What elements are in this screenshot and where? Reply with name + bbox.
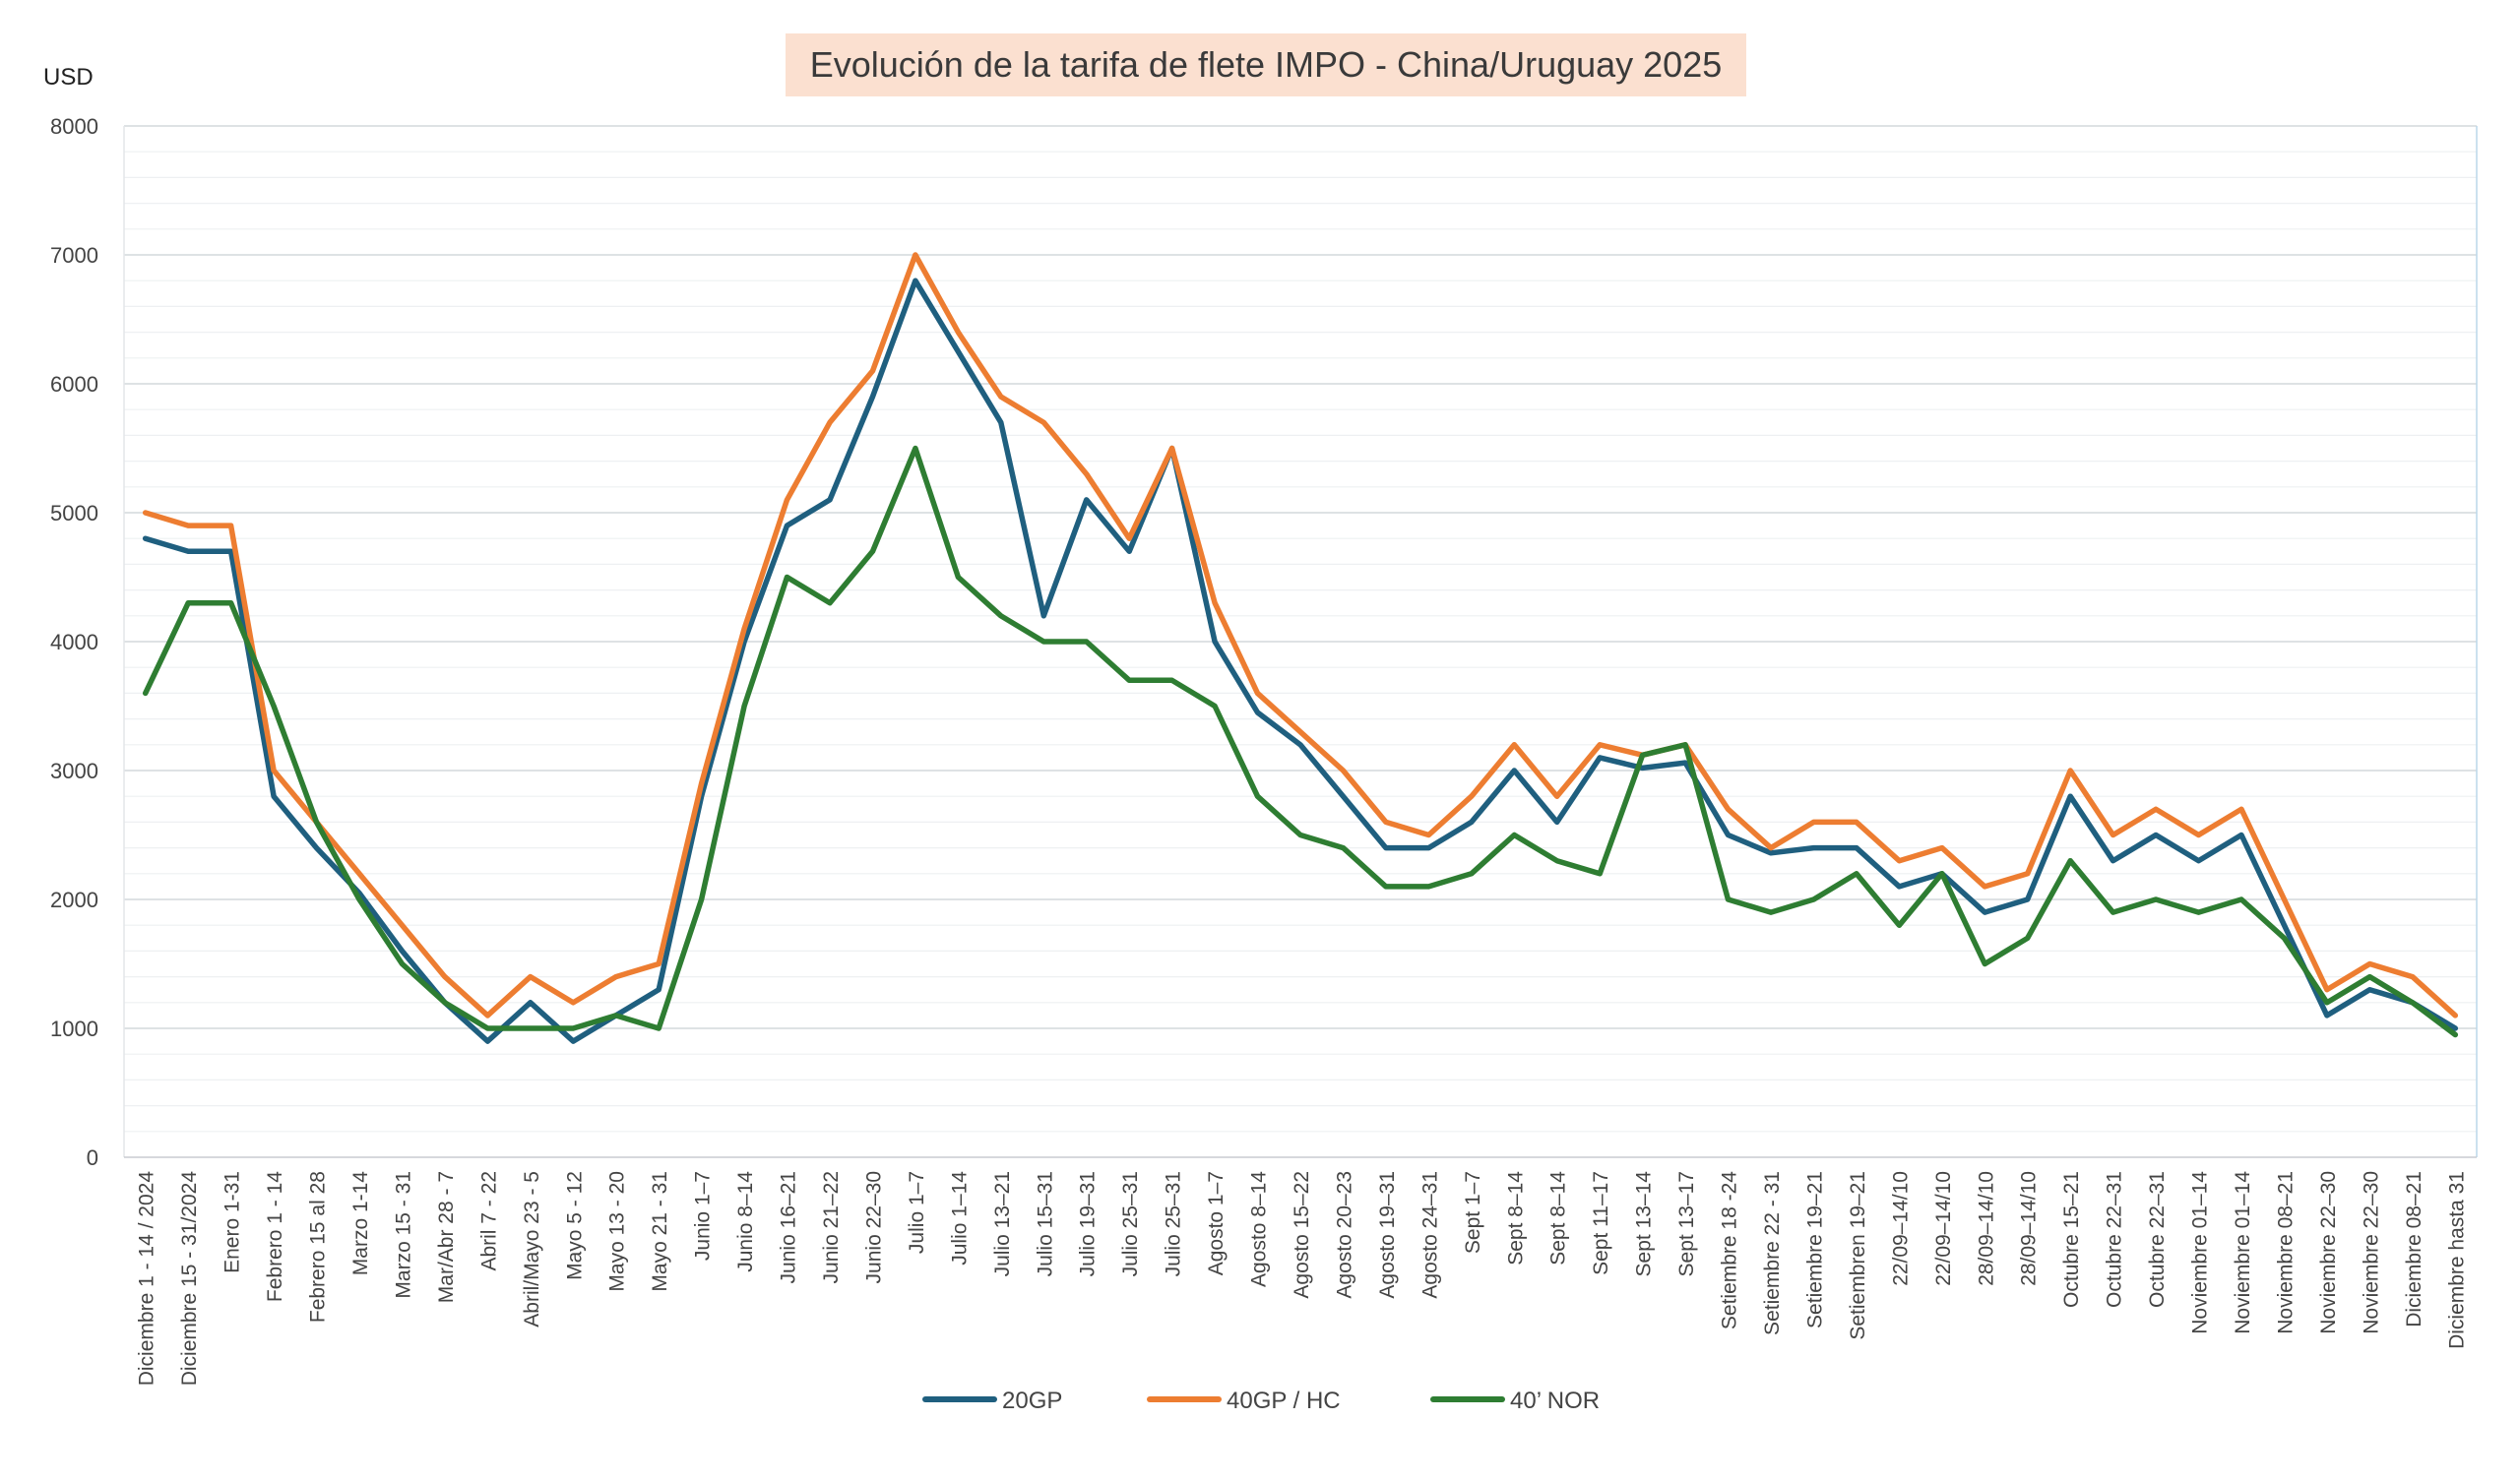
x-tick-label: Julio 1–14 [948,1171,971,1266]
x-tick-label: Junio 16–21 [778,1171,800,1283]
x-tick-label: Abril/Mayo 23 - 5 [521,1171,543,1328]
x-tick-label: Sept 8–14 [1504,1171,1527,1266]
x-tick-label: Agosto 8–14 [1248,1171,1271,1287]
x-tick-label: Febrero 1 - 14 [264,1171,286,1302]
x-tick-label: Agosto 24–31 [1418,1171,1441,1299]
x-tick-label: Julio 13–21 [991,1171,1014,1276]
x-tick-label: Octubre 22–31 [2104,1171,2126,1308]
x-tick-label: Julio 19–31 [1077,1171,1100,1276]
x-tick-label: Sept 13–17 [1675,1171,1698,1276]
x-tick-label: Julio 15–31 [1034,1171,1056,1276]
x-tick-label: Noviembre 22–30 [2317,1171,2340,1334]
x-tick-label: Sept 11–17 [1590,1171,1612,1275]
title-text: Evolución de la tarifa de flete IMPO - C… [810,44,1723,85]
x-tick-label: Junio 21–22 [820,1171,843,1283]
x-tick-label: Mar/Abr 28 - 7 [435,1171,458,1303]
x-tick-label: Octubre 22–31 [2146,1171,2169,1308]
x-tick-label: Febrero 15 al 28 [307,1171,330,1323]
y-tick-label: 1000 [50,1017,98,1041]
x-tick-label: 22/09–14/10 [1889,1171,1912,1286]
x-tick-label: Mayo 13 - 20 [606,1171,629,1292]
x-tick-label: Diciembre 15 - 31/2024 [178,1171,201,1387]
y-tick-label: 4000 [50,630,98,654]
x-tick-label: Sept 13–14 [1633,1171,1656,1277]
x-tick-label: 22/09–14/10 [1932,1171,1955,1286]
x-tick-label: Octubre 15–21 [2060,1171,2083,1308]
x-tick-label: Setiembre 19–21 [1803,1171,1826,1328]
x-tick-label: Diciembre hasta 31 [2445,1171,2468,1349]
x-tick-label: Setiembre 18 -24 [1719,1171,1741,1329]
x-tick-label: Agosto 1–7 [1205,1171,1228,1275]
x-tick-label: Noviembre 01–14 [2232,1171,2254,1334]
x-tick-label: Noviembre 22–30 [2360,1171,2382,1334]
y-tick-label: 6000 [50,372,98,397]
x-tick-label: 28/09–14/10 [2018,1171,2041,1286]
x-tick-label: Mayo 21 - 31 [649,1171,671,1292]
legend-label: 40GP / HC [1227,1388,1341,1414]
x-tick-label: Marzo 1-14 [349,1171,372,1276]
x-tick-label: Julio 25–31 [1163,1171,1185,1276]
legend-label: 40’ NOR [1510,1388,1600,1414]
y-tick-label: 7000 [50,243,98,268]
x-tick-label: Sept 1–7 [1462,1171,1484,1254]
x-tick-label: 28/09–14/10 [1975,1171,1997,1286]
y-tick-label: 0 [87,1145,98,1170]
x-tick-label: Agosto 15–22 [1291,1171,1313,1299]
x-tick-label: Agosto 20–23 [1333,1171,1355,1299]
chart-title: Evolución de la tarifa de flete IMPO - C… [786,33,1746,96]
y-tick-label: 2000 [50,888,98,912]
x-tick-label: Diciembre 08–21 [2403,1171,2426,1328]
x-tick-label: Junio 8–14 [734,1171,757,1272]
x-tick-label: Julio 25–31 [1119,1171,1142,1276]
x-tick-label: Marzo 15 - 31 [392,1171,414,1299]
x-tick-label: Enero 1-31 [221,1171,244,1273]
x-tick-label: Julio 1–7 [906,1171,928,1254]
y-axis-label: USD [43,64,94,91]
x-tick-label: Mayo 5 - 12 [563,1171,586,1280]
x-tick-label: Diciembre 1 - 14 / 2024 [136,1171,158,1387]
x-tick-label: Sept 8–14 [1547,1171,1570,1266]
y-tick-label: 8000 [50,114,98,139]
x-tick-label: Noviembre 01–14 [2189,1171,2212,1334]
x-tick-label: Setiembre 22 - 31 [1761,1171,1784,1335]
x-tick-label: Junio 22–30 [862,1171,885,1283]
x-tick-label: Abril 7 - 22 [477,1171,500,1271]
x-tick-label: Setiembren 19–21 [1847,1171,1869,1340]
y-tick-label: 5000 [50,501,98,525]
y-tick-label: 3000 [50,759,98,783]
legend-label: 20GP [1002,1388,1062,1414]
x-tick-label: Junio 1–7 [692,1171,715,1261]
x-tick-label: Noviembre 08–21 [2274,1171,2297,1334]
x-tick-label: Agosto 19–31 [1376,1171,1399,1299]
